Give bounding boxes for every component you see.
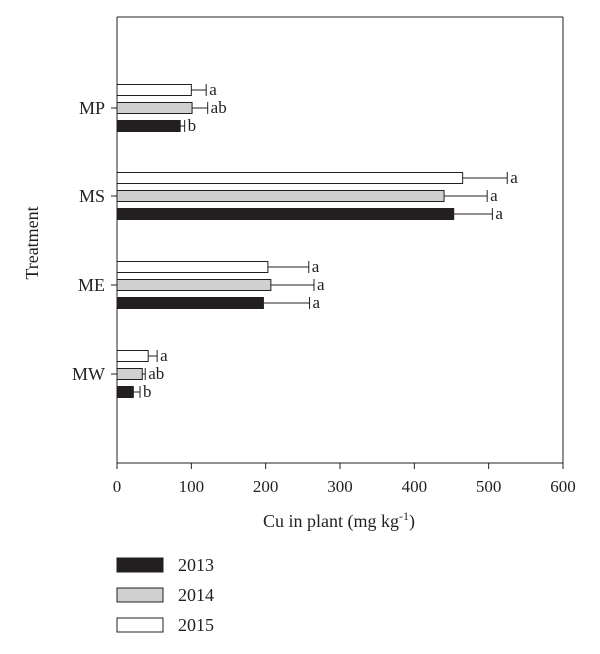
- significance-label-ms-2014: a: [490, 186, 498, 205]
- x-tick-label: 500: [476, 477, 502, 496]
- bar-me-2013: [116, 297, 264, 309]
- x-tick-label: 0: [113, 477, 122, 496]
- significance-label-mp-2015: a: [209, 80, 217, 99]
- x-tick-label: 400: [402, 477, 428, 496]
- significance-label-me-2015: a: [312, 257, 320, 276]
- legend-label-2015: 2015: [178, 615, 214, 635]
- x-axis-title: Cu in plant (mg kg-1): [263, 509, 415, 532]
- legend-swatch-2013: [116, 557, 164, 573]
- x-axis: 0 100 200 300 400 500 600: [113, 462, 576, 496]
- legend: 2013 2014 2015: [116, 555, 214, 635]
- x-tick-label: 200: [253, 477, 279, 496]
- significance-label-ms-2013: a: [495, 204, 503, 223]
- legend-label-2013: 2013: [178, 555, 214, 575]
- y-tick-label-mw: MW: [72, 364, 105, 384]
- legend-swatch-2014: [116, 587, 164, 603]
- significance-label-mw-2013: b: [143, 382, 152, 401]
- x-tick-label: 100: [179, 477, 205, 496]
- bar-ms-2014: [116, 190, 445, 202]
- bar-me-2015: [116, 261, 269, 273]
- significance-label-me-2014: a: [317, 275, 325, 294]
- significance-label-mp-2013: b: [188, 116, 197, 135]
- y-axis: MP MS ME MW: [72, 17, 118, 463]
- bar-ms-2015: [116, 172, 464, 184]
- x-tick-label: 300: [327, 477, 353, 496]
- x-tick-label: 600: [550, 477, 576, 496]
- significance-label-me-2013: a: [313, 293, 321, 312]
- y-tick-label-me: ME: [78, 275, 105, 295]
- x-axis-title-superscript: -1: [399, 509, 409, 523]
- legend-swatch-2015: [116, 617, 164, 633]
- y-tick-label-mp: MP: [79, 98, 105, 118]
- bar-mw-2015: [116, 350, 149, 362]
- x-axis-title-suffix: ): [409, 511, 415, 532]
- y-axis-title: Treatment: [22, 206, 42, 279]
- bar-mp-2015: [116, 84, 192, 96]
- bar-mp-2014: [116, 102, 193, 114]
- significance-label-ms-2015: a: [510, 168, 518, 187]
- y-tick-label-ms: MS: [79, 186, 105, 206]
- significance-label-mp-2014: ab: [211, 98, 227, 117]
- bar-me-2014: [116, 279, 272, 291]
- significance-label-mw-2015: a: [160, 346, 168, 365]
- bar-mp-2013: [116, 120, 181, 132]
- bar-ms-2013: [116, 208, 455, 220]
- bar-mw-2013: [116, 386, 134, 398]
- significance-label-mw-2014: ab: [148, 364, 164, 383]
- legend-label-2014: 2014: [178, 585, 214, 605]
- bar-mw-2014: [116, 368, 143, 380]
- x-axis-title-main: Cu in plant (mg kg: [263, 511, 399, 532]
